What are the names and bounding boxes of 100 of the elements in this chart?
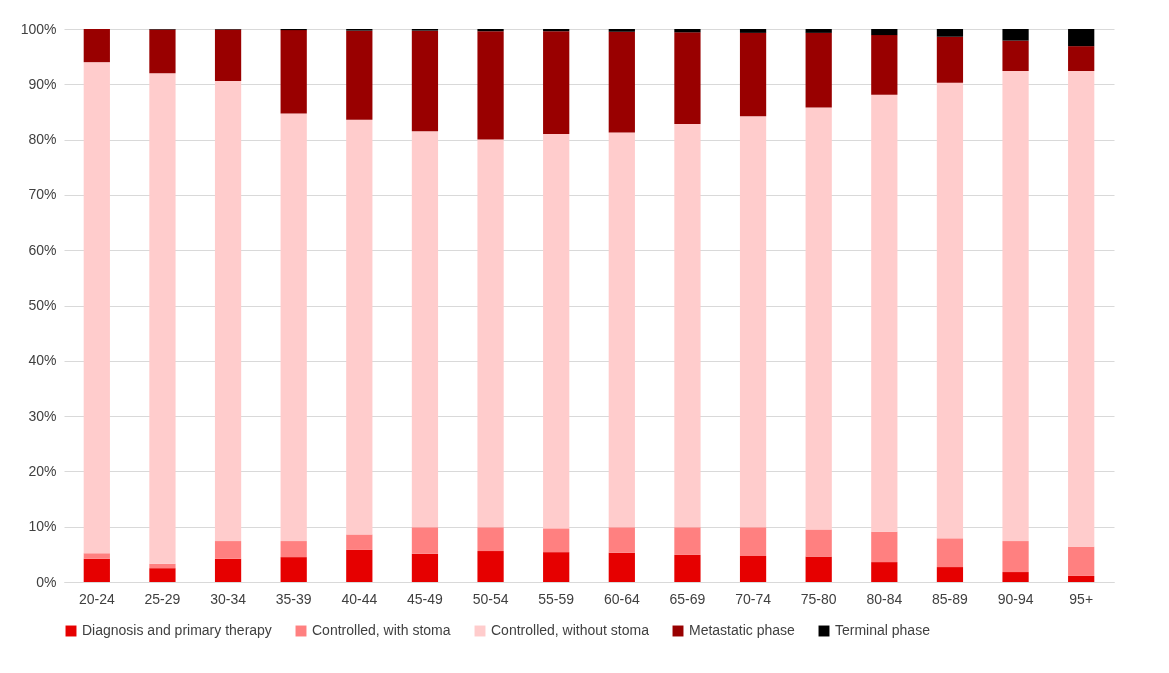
bar [477, 527, 504, 552]
bar [871, 35, 898, 95]
legend-label: Controlled, with stoma [312, 622, 451, 638]
legend-label: Diagnosis and primary therapy [82, 622, 272, 638]
bar [83, 29, 110, 63]
x-tick-label: 45-49 [407, 590, 444, 607]
bar [346, 119, 373, 535]
bar [608, 29, 635, 32]
bar [936, 567, 964, 582]
bar [477, 29, 504, 32]
bar [1002, 29, 1029, 41]
bar [411, 131, 439, 528]
bar [739, 29, 767, 33]
bar [871, 562, 898, 582]
x-tick-label: 85-89 [932, 590, 969, 607]
x-tick-label: 35-39 [275, 590, 312, 607]
bar [871, 531, 898, 563]
x-tick-label: 25-29 [144, 590, 181, 607]
bar [83, 62, 110, 554]
bar [543, 31, 570, 135]
bar [739, 556, 767, 582]
bar [1002, 40, 1029, 72]
bar [608, 31, 635, 133]
bar [936, 82, 964, 539]
bar [543, 29, 570, 32]
bar [149, 73, 176, 564]
x-tick-label: 40-44 [341, 590, 378, 607]
bar [346, 549, 373, 582]
bar [214, 29, 242, 81]
bar [1002, 572, 1029, 582]
bar [674, 124, 701, 528]
bar [543, 134, 570, 529]
x-tick-label: 65-69 [669, 590, 706, 607]
bar [871, 29, 898, 36]
bar [739, 116, 767, 528]
bar [280, 557, 307, 582]
x-tick-label: 20-24 [78, 590, 115, 607]
bar [477, 551, 504, 582]
bar [346, 534, 373, 550]
bar [739, 32, 767, 117]
bar [1068, 546, 1095, 576]
bar [936, 538, 964, 568]
y-tick-label: 70% [28, 186, 57, 203]
bar [805, 29, 832, 33]
legend-label: Metastatic phase [689, 622, 796, 638]
bar [608, 527, 635, 553]
bar [805, 107, 832, 530]
bar [477, 31, 504, 140]
x-tick-label: 60-64 [603, 590, 640, 607]
bar [1068, 71, 1095, 547]
x-tick-label: 70-74 [735, 590, 772, 607]
bar [608, 552, 635, 582]
bar [739, 527, 767, 557]
bar [477, 139, 504, 528]
bar [83, 558, 110, 582]
x-tick-label: 50-54 [472, 590, 509, 607]
y-tick-label: 30% [28, 407, 57, 424]
bar [936, 36, 964, 83]
bar [674, 29, 701, 33]
bar [674, 32, 701, 125]
y-tick-label: 90% [28, 75, 57, 92]
bar [1068, 575, 1095, 582]
bar [1068, 46, 1095, 72]
bar [214, 541, 242, 559]
x-tick-label: 75-80 [800, 590, 837, 607]
y-tick-label: 50% [28, 297, 57, 313]
bar [149, 29, 176, 74]
y-tick-label: 40% [28, 352, 57, 369]
y-tick-label: 20% [28, 462, 57, 479]
bar [871, 94, 898, 532]
x-tick-label: 80-84 [866, 590, 903, 607]
y-tick-label: 100% [20, 20, 57, 37]
bar [805, 32, 832, 108]
x-tick-label: 55-59 [538, 590, 575, 607]
bar [1068, 29, 1095, 47]
bar [805, 556, 832, 582]
bar [674, 554, 701, 582]
bar [214, 80, 242, 542]
bar [83, 553, 110, 559]
bar [346, 30, 373, 120]
bar [674, 527, 701, 555]
bar [411, 30, 439, 132]
bar [411, 553, 439, 582]
bar [543, 528, 570, 553]
y-tick-label: 0% [36, 573, 57, 590]
bar [543, 552, 570, 582]
x-tick-label: 95+ [1069, 590, 1094, 607]
bar [608, 132, 635, 528]
bar [805, 529, 832, 557]
x-tick-label: 90-94 [997, 590, 1034, 607]
y-tick-label: 10% [28, 518, 57, 535]
bar [936, 29, 964, 37]
legend-label: Terminal phase [835, 622, 931, 638]
bar [149, 568, 176, 582]
bar [280, 30, 307, 114]
y-tick-label: 80% [28, 131, 57, 148]
bar [280, 541, 307, 558]
bar [411, 527, 439, 554]
x-tick-label: 30-34 [210, 590, 247, 607]
bar [149, 563, 176, 569]
